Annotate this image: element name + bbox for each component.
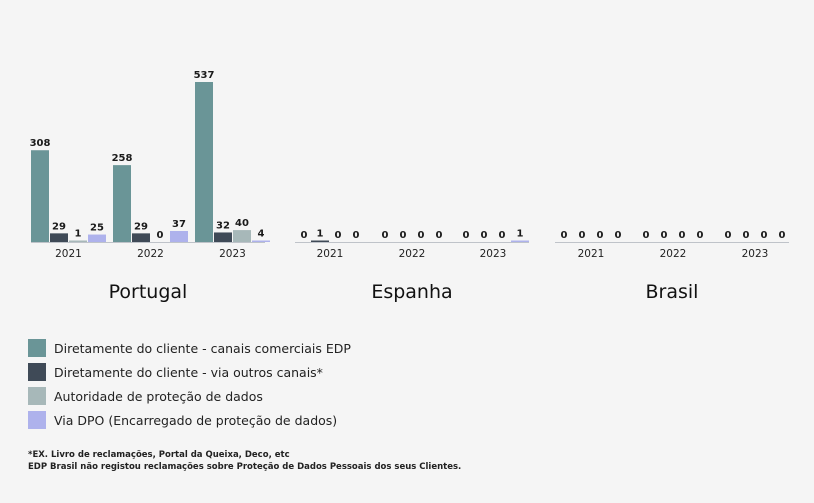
data-label: 0 xyxy=(761,230,768,241)
data-label: 1 xyxy=(517,229,524,240)
x-tick-label: 2021 xyxy=(578,248,605,260)
data-label: 0 xyxy=(301,230,308,241)
footnotes: *EX. Livro de reclamações, Portal da Que… xyxy=(28,449,461,473)
x-tick-label: 2022 xyxy=(399,248,426,260)
data-label: 1 xyxy=(317,229,324,240)
panel-title: Portugal xyxy=(109,281,188,303)
bar xyxy=(69,240,87,242)
legend-label: Diretamente do cliente - canais comercia… xyxy=(54,340,351,356)
data-label: 40 xyxy=(235,218,249,229)
x-tick-label: 2023 xyxy=(219,248,246,260)
bar xyxy=(214,232,232,242)
data-label: 0 xyxy=(779,230,786,241)
panel-title: Brasil xyxy=(646,281,699,303)
data-label: 537 xyxy=(194,70,215,81)
x-tick-label: 2021 xyxy=(55,248,82,260)
bar xyxy=(88,234,106,242)
legend-item-outros-canais: Diretamente do cliente - via outros cana… xyxy=(28,363,351,381)
data-label: 0 xyxy=(335,230,342,241)
footnote-brasil: EDP Brasil não registou reclamações sobr… xyxy=(28,462,462,472)
bar xyxy=(31,150,49,242)
bar xyxy=(195,82,213,242)
legend-label: Diretamente do cliente - via outros cana… xyxy=(54,364,323,380)
data-label: 0 xyxy=(353,230,360,241)
legend-item-dpo: Via DPO (Encarregado de proteção de dado… xyxy=(28,411,351,429)
bar xyxy=(132,233,150,242)
bar xyxy=(311,240,329,242)
data-label: 258 xyxy=(112,153,133,164)
data-label: 0 xyxy=(382,230,389,241)
data-label: 25 xyxy=(90,223,104,234)
data-label: 0 xyxy=(463,230,470,241)
legend-swatch xyxy=(28,411,46,429)
data-label: 1 xyxy=(75,229,82,240)
x-tick-label: 2021 xyxy=(317,248,344,260)
data-label: 308 xyxy=(30,138,51,149)
legend: Diretamente do cliente - canais comercia… xyxy=(28,339,351,435)
x-tick-label: 2022 xyxy=(660,248,687,260)
data-label: 0 xyxy=(643,230,650,241)
legend-swatch xyxy=(28,387,46,405)
data-label: 0 xyxy=(725,230,732,241)
data-label: 0 xyxy=(436,230,443,241)
data-label: 0 xyxy=(400,230,407,241)
bar xyxy=(170,230,188,242)
legend-label: Via DPO (Encarregado de proteção de dado… xyxy=(54,412,338,428)
data-label: 0 xyxy=(743,230,750,241)
data-label: 37 xyxy=(172,219,186,230)
data-label: 0 xyxy=(615,230,622,241)
data-label: 0 xyxy=(481,230,488,241)
data-label: 0 xyxy=(561,230,568,241)
data-label: 0 xyxy=(597,230,604,241)
bar xyxy=(113,165,131,242)
bar xyxy=(233,230,251,242)
footnote-channels: *EX. Livro de reclamações, Portal da Que… xyxy=(28,450,290,460)
x-tick-label: 2023 xyxy=(480,248,507,260)
bar xyxy=(50,233,68,242)
bar xyxy=(252,240,270,242)
data-label: 0 xyxy=(499,230,506,241)
chart-svg: 308 29 1 25 2021 258 29 0 37 2022 537 32 40 4 2023 Port… xyxy=(30,70,789,303)
data-label: 29 xyxy=(134,221,148,232)
data-label: 32 xyxy=(216,220,230,231)
data-label: 4 xyxy=(258,229,265,240)
data-label: 0 xyxy=(697,230,704,241)
data-label: 29 xyxy=(52,221,66,232)
data-label: 0 xyxy=(579,230,586,241)
legend-swatch xyxy=(28,339,46,357)
data-label: 0 xyxy=(157,230,164,241)
bar xyxy=(511,240,529,242)
panel-title: Espanha xyxy=(371,281,452,303)
x-tick-label: 2022 xyxy=(137,248,164,260)
legend-item-canais-comerciais: Diretamente do cliente - canais comercia… xyxy=(28,339,351,357)
x-tick-label: 2023 xyxy=(742,248,769,260)
legend-swatch xyxy=(28,363,46,381)
data-label: 0 xyxy=(679,230,686,241)
data-label: 0 xyxy=(418,230,425,241)
legend-label: Autoridade de proteção de dados xyxy=(54,388,263,404)
legend-item-autoridade: Autoridade de proteção de dados xyxy=(28,387,351,405)
data-label: 0 xyxy=(661,230,668,241)
